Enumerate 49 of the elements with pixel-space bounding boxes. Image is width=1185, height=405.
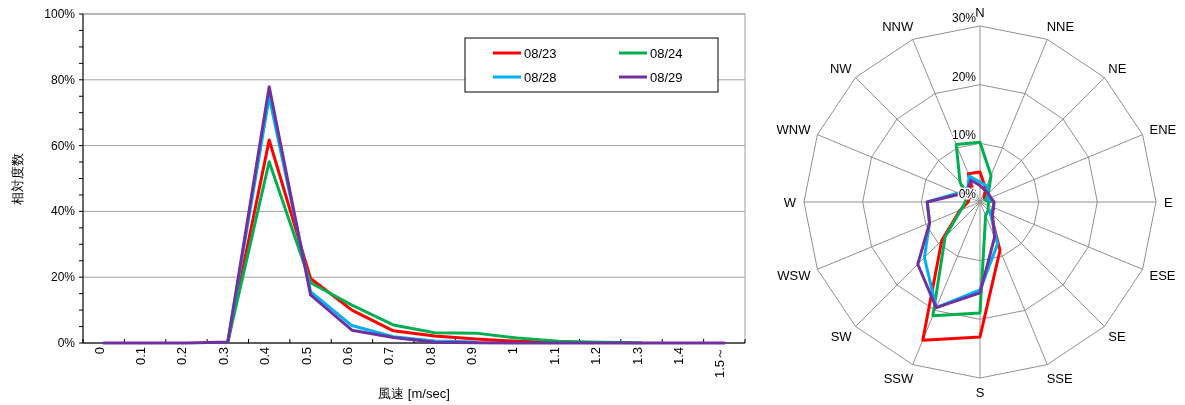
legend-label: 08/24: [650, 46, 683, 61]
y-tick-label: 80%: [50, 72, 76, 87]
x-tick-label: 0.3: [215, 347, 231, 366]
spoke-label: SSE: [1046, 370, 1074, 386]
y-tick-label: 20%: [951, 69, 977, 84]
x-axis-title: 風速 [m/sec]: [378, 386, 450, 401]
x-tick-label: 1.5～: [712, 347, 728, 379]
y-tick-label: 40%: [50, 204, 76, 219]
x-tick-label: 0.6: [339, 347, 355, 366]
spoke-label: WSW: [777, 267, 812, 283]
spoke-label: NNW: [882, 19, 915, 35]
legend-label: 08/23: [524, 46, 557, 61]
y-tick-label: 0%: [57, 336, 76, 350]
x-tick-label: 0.8: [422, 347, 438, 366]
x-tick-label: 0.2: [174, 347, 190, 366]
spoke-label: SE: [1108, 329, 1127, 345]
x-tick-label: 0.4: [257, 347, 273, 366]
spoke-label: SSW: [883, 370, 915, 386]
y-tick-label: 20%: [50, 270, 76, 285]
y-tick-label: 10%: [951, 128, 977, 143]
x-tick-label: 0.7: [381, 347, 397, 366]
x-tick-label: 1.2: [588, 347, 604, 366]
legend-label: 08/29: [650, 70, 683, 85]
y-tick-label: 0%: [958, 187, 977, 201]
x-tick-label: 0.9: [464, 347, 480, 366]
x-tick-label: 1.1: [546, 347, 562, 366]
legend-label: 08/28: [524, 70, 557, 85]
spoke-label: SW: [830, 329, 853, 345]
x-tick-label: 0.5: [298, 347, 314, 366]
y-tick-label: 60%: [50, 138, 76, 153]
spoke-label: N: [975, 5, 985, 20]
spoke-label: ESE: [1149, 267, 1176, 283]
y-tick-label: 100%: [44, 7, 76, 21]
x-tick-label: 1.4: [670, 347, 686, 366]
line-series: [102, 85, 726, 345]
spoke-label: E: [1164, 195, 1173, 210]
spoke-label: NNE: [1046, 19, 1075, 35]
y-axis-title: 相対度数: [10, 152, 25, 205]
x-tick-label: 1.3: [629, 347, 645, 366]
x-tick-label: 1: [505, 347, 521, 355]
spoke-label: ENE: [1149, 122, 1177, 138]
spoke-label: WNW: [776, 122, 812, 138]
spoke-label: W: [783, 195, 797, 210]
spoke-label: S: [975, 385, 985, 400]
x-tick-label: 0.1: [133, 347, 149, 366]
spoke-label: NE: [1108, 60, 1127, 76]
spoke-label: NW: [829, 60, 853, 76]
x-tick-label: 0: [91, 347, 107, 355]
y-tick-label: 30%: [951, 11, 977, 25]
